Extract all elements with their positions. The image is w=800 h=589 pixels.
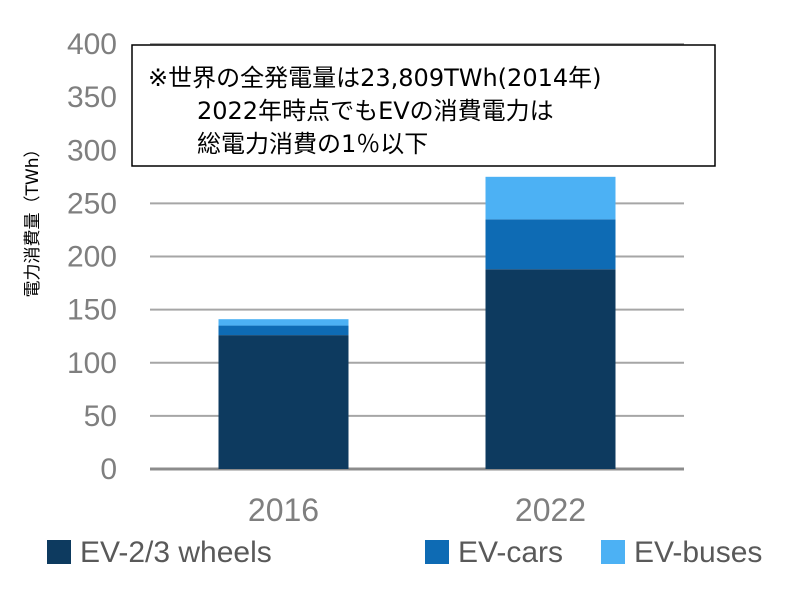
annotation-line-2: 2022年時点でもEVの消費電力は bbox=[197, 97, 554, 125]
y-tick-label: 350 bbox=[67, 81, 117, 114]
bar-segment bbox=[218, 319, 349, 326]
annotation-line-3: 総電力消費の1％以下 bbox=[197, 130, 428, 158]
legend-label-cars: EV-cars bbox=[458, 536, 563, 569]
y-tick-label: 150 bbox=[67, 294, 117, 327]
y-tick-label: 100 bbox=[67, 347, 117, 380]
annotation-box: ※世界の全発電量は23,809TWh(2014年) 2022年時点でもEVの消費… bbox=[131, 44, 716, 167]
legend-swatch-wheels bbox=[47, 540, 71, 564]
legend-swatch-buses bbox=[601, 540, 625, 564]
y-tick-label: 200 bbox=[67, 241, 117, 274]
legend-label-wheels: EV-2/3 wheels bbox=[80, 536, 272, 569]
y-tick-label: 0 bbox=[100, 453, 117, 486]
y-tick-labels: 0 50 100 150 200 250 300 350 400 bbox=[67, 28, 117, 486]
y-tick-label: 400 bbox=[67, 28, 117, 61]
legend-swatch-cars bbox=[425, 540, 449, 564]
x-category-label: 2016 bbox=[248, 492, 319, 528]
annotation-line-1: ※世界の全発電量は23,809TWh(2014年) bbox=[148, 64, 602, 92]
bars bbox=[218, 176, 616, 469]
bar-segment bbox=[218, 335, 349, 469]
bar-segment bbox=[485, 176, 616, 220]
bar-segment bbox=[218, 325, 349, 336]
y-tick-label: 300 bbox=[67, 134, 117, 167]
y-tick-label: 50 bbox=[84, 400, 117, 433]
bar-segment bbox=[485, 219, 616, 270]
annotation-box-frame bbox=[131, 44, 716, 167]
legend-label-buses: EV-buses bbox=[634, 536, 762, 569]
x-category-label: 2022 bbox=[515, 492, 586, 528]
bar-segment bbox=[485, 269, 616, 469]
legend: EV-2/3 wheels EV-cars EV-buses bbox=[47, 536, 762, 569]
y-tick-label: 250 bbox=[67, 187, 117, 220]
x-category-labels: 2016 2022 bbox=[248, 492, 586, 528]
y-axis-label: 電力消費量（TWh） bbox=[23, 141, 43, 298]
